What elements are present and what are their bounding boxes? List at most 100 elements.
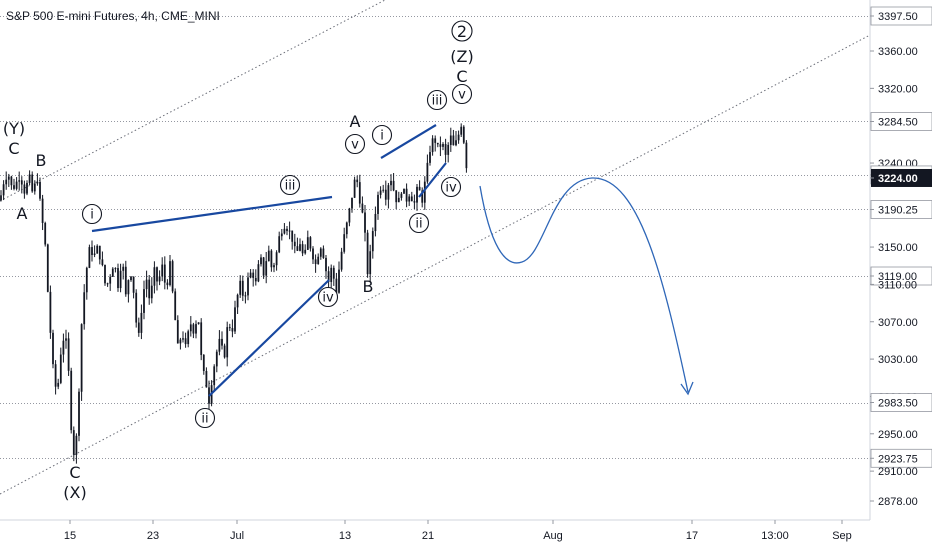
candle — [301, 240, 304, 257]
candle — [262, 256, 265, 279]
price-tick: 3150.00 — [870, 242, 918, 254]
candle — [98, 245, 101, 265]
candle — [65, 329, 67, 349]
candle — [288, 221, 291, 240]
svg-text:3150.00: 3150.00 — [878, 242, 918, 254]
candle — [33, 180, 36, 195]
candle — [309, 236, 312, 252]
svg-text:ii: ii — [415, 217, 422, 232]
candle — [49, 285, 52, 339]
candle — [39, 177, 41, 201]
svg-text:A: A — [17, 204, 28, 223]
candle — [270, 249, 273, 272]
svg-text:iv: iv — [445, 181, 457, 196]
candle — [418, 180, 421, 191]
wave-label: 2 — [451, 20, 473, 42]
candle — [429, 145, 431, 166]
wave-label: (X) — [63, 483, 86, 502]
candle — [403, 188, 405, 194]
candle — [28, 170, 31, 186]
wave-label: A — [350, 112, 361, 131]
svg-text:(Y): (Y) — [3, 119, 25, 138]
candle — [93, 245, 96, 258]
candle — [122, 263, 125, 280]
candle — [439, 136, 442, 157]
candle — [67, 332, 70, 376]
wave-label: (Z) — [450, 47, 473, 66]
svg-text:3119.00: 3119.00 — [878, 271, 917, 283]
candle — [5, 171, 8, 190]
candle — [143, 280, 145, 320]
candle — [54, 360, 57, 395]
candle — [96, 244, 99, 254]
candle — [26, 180, 28, 196]
candle — [384, 180, 387, 206]
candle — [387, 182, 390, 209]
candle — [280, 228, 283, 241]
wedge-upper-2 — [380, 124, 437, 159]
price-tick: 2950.00 — [870, 429, 918, 441]
candle — [200, 318, 203, 361]
svg-text:13:00: 13:00 — [761, 530, 789, 542]
candle — [80, 323, 83, 401]
candle — [83, 284, 86, 330]
candle — [319, 247, 322, 260]
candle — [119, 263, 122, 293]
time-tick: 17 — [686, 520, 698, 542]
candle — [325, 254, 327, 279]
svg-text:B: B — [36, 151, 47, 170]
price-tick: 3397.50 — [870, 6, 932, 26]
candle — [257, 260, 260, 283]
candle — [78, 388, 80, 442]
candle — [299, 238, 301, 252]
candle — [228, 323, 231, 332]
time-tick: Aug — [543, 520, 563, 542]
wave-label: iii — [279, 174, 301, 196]
svg-text:iii: iii — [432, 94, 443, 109]
candle — [397, 191, 400, 203]
candle — [182, 331, 184, 343]
candle — [184, 332, 187, 348]
candle — [163, 256, 166, 290]
candle — [148, 275, 151, 305]
candle — [62, 333, 65, 363]
svg-text:3320.00: 3320.00 — [878, 83, 918, 95]
svg-text:iv: iv — [322, 291, 334, 306]
price-tick: 3224.00 — [870, 168, 932, 187]
candle — [369, 244, 372, 283]
candle — [215, 349, 218, 373]
candle — [23, 180, 26, 199]
svg-text:3190.25: 3190.25 — [878, 204, 918, 216]
trend-channel — [0, 0, 871, 495]
time-axis[interactable]: 15 23 Jul 13 21 Aug 17 13:00 Sep — [0, 519, 870, 542]
svg-text:3397.50: 3397.50 — [878, 11, 918, 23]
candle — [36, 173, 39, 186]
candle — [343, 227, 346, 254]
candle — [431, 135, 434, 156]
candle — [332, 265, 335, 286]
candle — [176, 315, 179, 344]
svg-text:iii: iii — [285, 179, 296, 194]
price-tick: 3119.00 — [870, 266, 932, 286]
svg-text:i: i — [90, 208, 94, 223]
candle — [462, 125, 465, 145]
svg-text:2: 2 — [457, 22, 467, 41]
candle — [413, 194, 416, 210]
svg-text:13: 13 — [339, 530, 351, 542]
price-tick: 3360.00 — [870, 46, 918, 58]
candle — [358, 174, 361, 208]
wave-label: (Y) — [3, 119, 25, 138]
price-tick: 3070.00 — [870, 317, 918, 329]
candle — [364, 205, 366, 242]
candle — [161, 257, 164, 282]
candle — [317, 253, 320, 265]
candle — [189, 316, 192, 337]
candle — [239, 275, 242, 298]
candle — [20, 176, 23, 194]
price-axis[interactable]: 3397.503360.003320.003284.503240.003227.… — [869, 0, 932, 550]
svg-text:23: 23 — [147, 530, 159, 542]
candle — [460, 123, 463, 138]
candle — [130, 275, 132, 282]
svg-text:3030.00: 3030.00 — [878, 354, 918, 366]
